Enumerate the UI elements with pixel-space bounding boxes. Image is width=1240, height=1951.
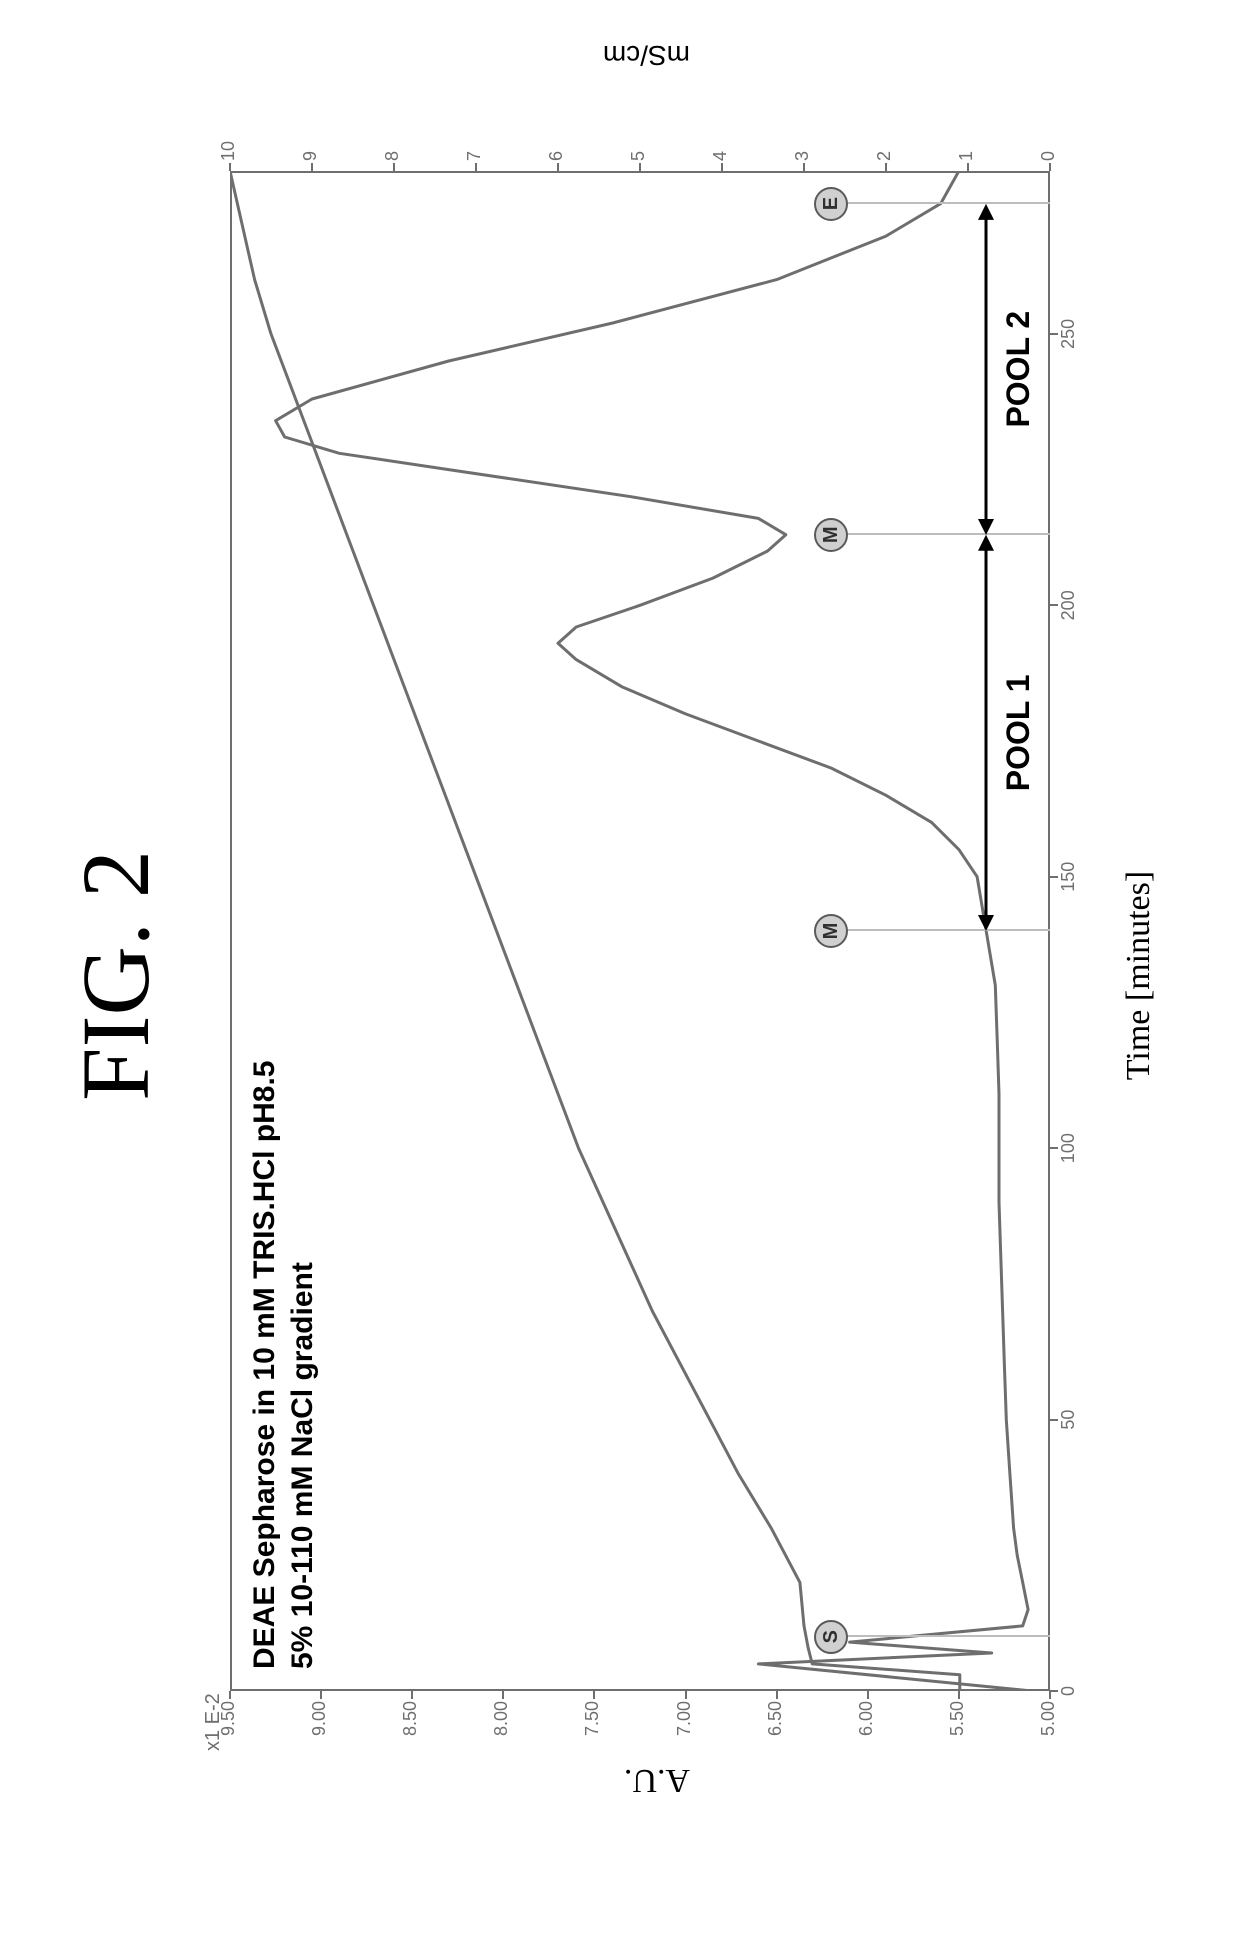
y1-tick-mark — [867, 1691, 869, 1699]
x-tick-label: 0 — [1058, 1661, 1079, 1721]
y1-tick-label: 5.50 — [947, 1701, 968, 1761]
y2-tick-label: 8 — [382, 151, 403, 161]
x-tick-label: 50 — [1058, 1390, 1079, 1450]
y2-tick-label: 9 — [300, 151, 321, 161]
x-tick-mark — [1050, 1419, 1058, 1421]
y1-tick-mark — [776, 1691, 778, 1699]
page-root: FIG. 2 A.U. mS/cm Time [minutes] DEAE Se… — [0, 0, 1240, 1951]
y2-tick-mark — [229, 163, 231, 171]
y2-tick-mark — [803, 163, 805, 171]
y2-tick-label: 5 — [628, 151, 649, 161]
y1-tick-label: 5.00 — [1038, 1701, 1059, 1761]
x-axis-label: Time [minutes] — [1120, 0, 1158, 1951]
y1-tick-label: 8.50 — [400, 1701, 421, 1761]
x-tick-mark — [1050, 1690, 1058, 1692]
y2-tick-label: 0 — [1038, 151, 1059, 161]
rotated-figure: FIG. 2 A.U. mS/cm Time [minutes] DEAE Se… — [0, 0, 1240, 1951]
pool-label: POOL 2 — [1000, 204, 1037, 535]
y1-tick-mark — [502, 1691, 504, 1699]
y1-tick-label: 7.00 — [674, 1701, 695, 1761]
y1-tick-label: 8.00 — [491, 1701, 512, 1761]
figure-title: FIG. 2 — [60, 0, 171, 1951]
y2-tick-mark — [393, 163, 395, 171]
pool-label: POOL 1 — [1000, 535, 1037, 931]
y1-tick-label: 7.50 — [582, 1701, 603, 1761]
y1-axis-label: A.U. — [624, 1761, 690, 1799]
y2-tick-label: 6 — [546, 151, 567, 161]
x-tick-mark — [1050, 1147, 1058, 1149]
chart-condition-line1: DEAE Sepharose in 10 mM TRIS.HCl pH8.5 — [248, 1061, 282, 1669]
y1-tick-label: 6.00 — [856, 1701, 877, 1761]
divider-badge-E: E — [814, 187, 848, 221]
y2-tick-mark — [311, 163, 313, 171]
y2-tick-label: 4 — [710, 151, 731, 161]
divider-badge-M: M — [814, 518, 848, 552]
x-tick-label: 250 — [1058, 304, 1079, 364]
y2-tick-label: 1 — [956, 151, 977, 161]
x-tick-mark — [1050, 604, 1058, 606]
y2-tick-label: 7 — [464, 151, 485, 161]
y1-tick-label: 9.00 — [309, 1701, 330, 1761]
y1-tick-mark — [958, 1691, 960, 1699]
plot-area: DEAE Sepharose in 10 mM TRIS.HCl pH8.5 5… — [230, 171, 1050, 1691]
y2-tick-label: 3 — [792, 151, 813, 161]
plot-border — [230, 171, 1050, 1691]
pool-arrow — [974, 535, 998, 931]
divider-badge-S: S — [814, 1620, 848, 1654]
y2-tick-mark — [475, 163, 477, 171]
y1-tick-mark — [1049, 1691, 1051, 1699]
x-tick-mark — [1050, 333, 1058, 335]
y1-tick-mark — [411, 1691, 413, 1699]
y2-tick-label: 2 — [874, 151, 895, 161]
y2-tick-mark — [721, 163, 723, 171]
x-tick-label: 200 — [1058, 575, 1079, 635]
y2-tick-mark — [639, 163, 641, 171]
x-tick-label: 150 — [1058, 847, 1079, 907]
y2-axis-label: mS/cm — [603, 39, 690, 71]
chart-condition-line2: 5% 10-110 mM NaCl gradient — [286, 1262, 320, 1669]
y2-tick-mark — [967, 163, 969, 171]
y1-tick-mark — [685, 1691, 687, 1699]
y1-tick-mark — [229, 1691, 231, 1699]
y2-tick-label: 10 — [218, 141, 239, 161]
x-tick-mark — [1050, 876, 1058, 878]
pool-arrow — [974, 204, 998, 535]
y1-tick-mark — [593, 1691, 595, 1699]
y2-tick-mark — [885, 163, 887, 171]
y1-tick-label: 9.50 — [218, 1701, 239, 1761]
y1-tick-mark — [320, 1691, 322, 1699]
divider-line — [847, 1635, 1050, 1637]
y2-tick-mark — [1049, 163, 1051, 171]
y1-tick-label: 6.50 — [765, 1701, 786, 1761]
y2-tick-mark — [557, 163, 559, 171]
x-tick-label: 100 — [1058, 1118, 1079, 1178]
